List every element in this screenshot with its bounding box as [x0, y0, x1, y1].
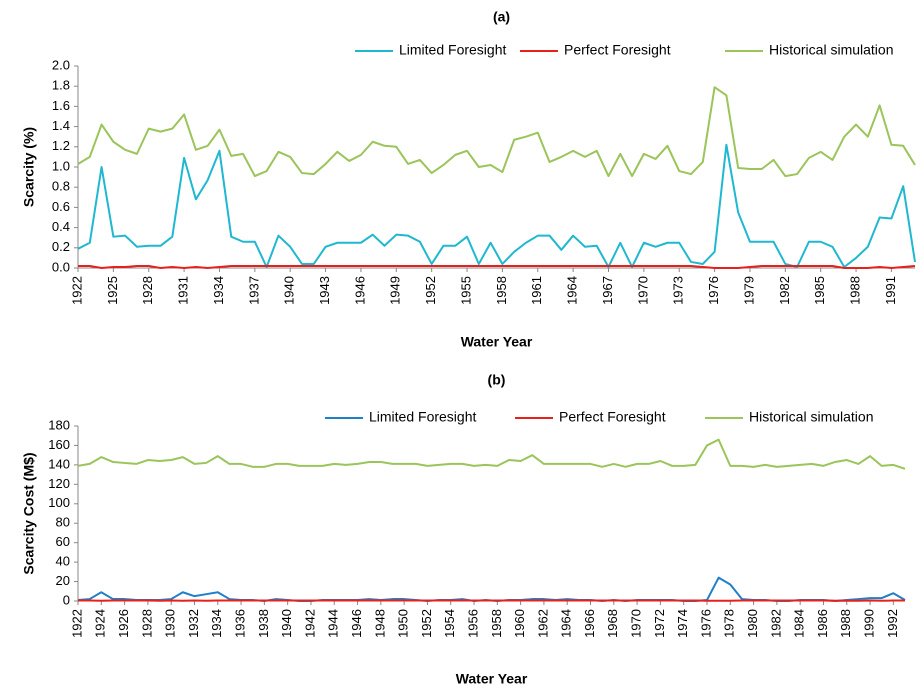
x-tick-label: 1974 [675, 609, 690, 638]
x-tick-label: 1934 [209, 609, 224, 638]
y-tick-label: 160 [48, 437, 70, 452]
y-axis-title: Scarcity Cost (M$) [21, 452, 37, 574]
legend-label: Historical simulation [749, 409, 873, 425]
y-tick-label: 100 [48, 495, 70, 510]
y-tick-label: 1.8 [52, 78, 70, 93]
x-tick-label: 1985 [812, 276, 827, 305]
y-tick-label: 0.6 [52, 199, 70, 214]
x-tick-label: 1988 [847, 276, 862, 305]
x-tick-label: 1940 [282, 276, 297, 305]
x-tick-label: 1988 [838, 609, 853, 638]
x-tick-label: 1928 [140, 276, 155, 305]
x-tick-label: 1980 [745, 609, 760, 638]
x-tick-label: 1922 [69, 276, 84, 305]
x-tick-label: 1978 [722, 609, 737, 638]
y-tick-label: 80 [56, 515, 70, 530]
x-tick-label: 1964 [559, 609, 574, 638]
y-tick-label: 180 [48, 417, 70, 432]
x-tick-label: 1979 [741, 276, 756, 305]
y-tick-label: 1.0 [52, 158, 70, 173]
y-tick-label: 2.0 [52, 57, 70, 72]
x-tick-label: 1930 [163, 609, 178, 638]
x-tick-label: 1986 [815, 609, 830, 638]
x-tick-label: 1966 [582, 609, 597, 638]
y-tick-label: 0.4 [52, 219, 70, 234]
y-tick-label: 60 [56, 534, 70, 549]
series-line [77, 438, 906, 470]
y-tick-label: 120 [48, 476, 70, 491]
x-tick-label: 1950 [396, 609, 411, 638]
x-tick-label: 1958 [489, 609, 504, 638]
series-line [77, 143, 916, 268]
series-line [77, 86, 916, 178]
x-tick-label: 1984 [792, 609, 807, 638]
x-tick-label: 1925 [105, 276, 120, 305]
x-tick-label: 1943 [317, 276, 332, 305]
x-tick-label: 1990 [861, 609, 876, 638]
x-tick-label: 1922 [69, 609, 84, 638]
x-tick-label: 1958 [494, 276, 509, 305]
x-tick-label: 1954 [442, 609, 457, 638]
y-tick-label: 1.4 [52, 118, 70, 133]
x-tick-label: 1992 [885, 609, 900, 638]
x-tick-label: 1964 [565, 276, 580, 305]
y-tick-label: 1.6 [52, 98, 70, 113]
legend-label: Limited Foresight [399, 42, 506, 58]
x-tick-label: 1932 [186, 609, 201, 638]
x-tick-label: 1973 [671, 276, 686, 305]
x-tick-label: 1946 [352, 276, 367, 305]
x-tick-label: 1949 [388, 276, 403, 305]
y-tick-label: 140 [48, 456, 70, 471]
x-tick-label: 1944 [326, 609, 341, 638]
chart-title: (a) [493, 9, 510, 25]
chart-title: (b) [488, 372, 506, 388]
x-tick-label: 1976 [706, 276, 721, 305]
x-tick-label: 1982 [768, 609, 783, 638]
legend-label: Limited Foresight [369, 409, 476, 425]
x-tick-label: 1991 [883, 276, 898, 305]
y-tick-label: 20 [56, 573, 70, 588]
x-tick-label: 1955 [458, 276, 473, 305]
y-axis-title: Scarcity (%) [21, 127, 37, 207]
x-tick-label: 1976 [698, 609, 713, 638]
x-tick-label: 1961 [529, 276, 544, 305]
x-tick-label: 1928 [139, 609, 154, 638]
x-tick-label: 1937 [246, 276, 261, 305]
x-tick-label: 1926 [116, 609, 131, 638]
legend-label: Perfect Foresight [559, 409, 666, 425]
x-tick-label: 1936 [233, 609, 248, 638]
x-tick-label: 1948 [372, 609, 387, 638]
x-tick-label: 1967 [600, 276, 615, 305]
y-tick-label: 0 [63, 592, 70, 607]
x-tick-label: 1940 [279, 609, 294, 638]
x-tick-label: 1970 [635, 276, 650, 305]
x-tick-label: 1972 [652, 609, 667, 638]
y-tick-label: 40 [56, 554, 70, 569]
x-tick-label: 1970 [629, 609, 644, 638]
x-tick-label: 1960 [512, 609, 527, 638]
series-line [78, 264, 916, 269]
legend-label: Perfect Foresight [564, 42, 671, 58]
legend-label: Historical simulation [769, 42, 893, 58]
y-tick-label: 0.2 [52, 239, 70, 254]
x-tick-label: 1982 [777, 276, 792, 305]
x-tick-label: 1938 [256, 609, 271, 638]
x-tick-label: 1934 [211, 276, 226, 305]
x-tick-label: 1946 [349, 609, 364, 638]
x-tick-label: 1956 [465, 609, 480, 638]
x-tick-label: 1968 [605, 609, 620, 638]
x-tick-label: 1952 [419, 609, 434, 638]
y-tick-label: 0.8 [52, 179, 70, 194]
x-axis-title: Water Year [461, 334, 533, 350]
y-tick-label: 1.2 [52, 138, 70, 153]
x-tick-label: 1962 [535, 609, 550, 638]
y-tick-label: 0.0 [52, 259, 70, 274]
x-tick-label: 1931 [176, 276, 191, 305]
series-line [77, 576, 906, 602]
x-tick-label: 1942 [302, 609, 317, 638]
x-axis-title: Water Year [456, 671, 528, 687]
x-tick-label: 1924 [93, 609, 108, 638]
x-tick-label: 1952 [423, 276, 438, 305]
